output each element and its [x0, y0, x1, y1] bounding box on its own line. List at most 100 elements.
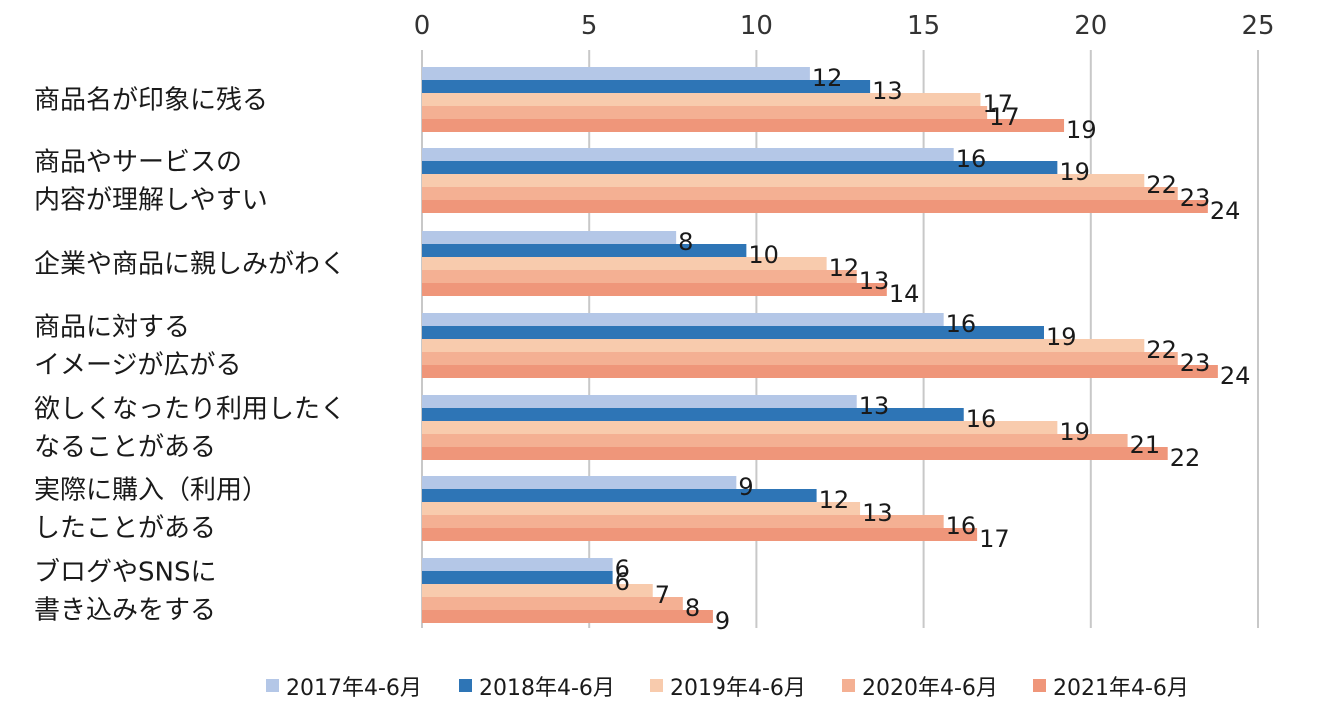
data-label: 14 — [889, 280, 920, 308]
data-label: 23 — [1180, 349, 1211, 377]
data-label: 13 — [862, 499, 893, 527]
legend-label: 2018年4-6月 — [479, 676, 615, 701]
bar — [422, 80, 871, 93]
bar — [422, 244, 747, 257]
bar — [422, 161, 1058, 174]
bar — [422, 489, 817, 502]
bar — [422, 200, 1208, 213]
x-tick-label: 15 — [907, 11, 940, 41]
legend: 2017年4-6月 2018年4-6月 2019年4-6月 2020年4-6月 2021… — [266, 676, 1189, 701]
bar — [422, 257, 827, 270]
data-label: 19 — [1046, 323, 1077, 351]
bar — [422, 148, 954, 161]
bar — [422, 313, 944, 326]
bar — [422, 447, 1168, 460]
bar — [422, 476, 737, 489]
data-label: 10 — [748, 241, 779, 269]
bar — [422, 270, 857, 283]
data-label: 19 — [1059, 418, 1090, 446]
bar — [422, 231, 677, 244]
data-label: 7 — [655, 581, 670, 609]
bar — [422, 395, 857, 408]
bar — [422, 174, 1145, 187]
category-label: イメージが広がる — [34, 351, 241, 381]
x-tick-label: 10 — [740, 11, 773, 41]
bar — [422, 106, 988, 119]
bar — [422, 434, 1128, 447]
category-label: したことがある — [34, 514, 216, 544]
bar — [422, 610, 713, 623]
data-label: 13 — [859, 267, 890, 295]
bar — [422, 421, 1058, 434]
data-label: 13 — [859, 392, 890, 420]
bar — [422, 408, 964, 421]
legend-label: 2021年4-6月 — [1053, 676, 1189, 701]
bar — [422, 352, 1178, 365]
data-label: 24 — [1220, 362, 1251, 390]
category-label: 実際に購入（利用） — [34, 476, 268, 506]
data-label: 9 — [738, 473, 753, 501]
legend-swatch — [650, 679, 663, 692]
data-label: 19 — [1066, 116, 1097, 144]
x-tick-label: 25 — [1241, 11, 1274, 41]
x-axis-ticks: 0 5 10 15 20 25 — [414, 11, 1275, 41]
data-label: 21 — [1130, 431, 1161, 459]
bars — [422, 67, 1218, 623]
data-label: 8 — [678, 228, 693, 256]
bar — [422, 502, 861, 515]
data-label: 12 — [829, 254, 860, 282]
data-label: 16 — [956, 145, 987, 173]
data-label: 19 — [1059, 158, 1090, 186]
category-labels: 商品名が印象に残る商品やサービスの内容が理解しやすい企業や商品に親しみがわく商品… — [34, 86, 346, 626]
bar — [422, 597, 683, 610]
data-label: 17 — [989, 103, 1020, 131]
data-label: 17 — [979, 525, 1010, 553]
data-label: 23 — [1180, 184, 1211, 212]
data-label: 22 — [1146, 171, 1177, 199]
data-label: 16 — [946, 310, 977, 338]
x-tick-label: 20 — [1074, 11, 1107, 41]
legend-label: 2020年4-6月 — [862, 676, 998, 701]
legend-label: 2017年4-6月 — [286, 676, 422, 701]
category-label: ブログやSNSに — [34, 558, 216, 588]
legend-swatch — [459, 679, 472, 692]
category-label: 企業や商品に親しみがわく — [34, 250, 346, 280]
bar — [422, 558, 613, 571]
x-tick-label: 0 — [414, 11, 431, 41]
data-label: 6 — [615, 568, 630, 596]
data-label: 22 — [1146, 336, 1177, 364]
x-tick-label: 5 — [581, 11, 598, 41]
legend-swatch — [842, 679, 855, 692]
bar — [422, 67, 810, 80]
bar — [422, 119, 1065, 132]
category-label: なることがある — [34, 433, 216, 463]
category-label: 商品やサービスの — [34, 148, 242, 178]
category-label: 書き込みをする — [34, 596, 216, 626]
data-label: 9 — [715, 607, 730, 635]
data-label: 12 — [819, 486, 850, 514]
data-label: 13 — [872, 77, 903, 105]
category-label: 商品名が印象に残る — [34, 86, 268, 116]
bar — [422, 528, 978, 541]
data-label: 8 — [685, 594, 700, 622]
data-label: 22 — [1170, 444, 1201, 472]
legend-label: 2019年4-6月 — [670, 676, 806, 701]
data-label: 6 — [615, 555, 630, 583]
category-label: 内容が理解しやすい — [34, 186, 268, 216]
bar — [422, 283, 887, 296]
data-label: 16 — [966, 405, 997, 433]
data-label: 24 — [1210, 197, 1241, 225]
bar — [422, 339, 1145, 352]
bar — [422, 584, 653, 597]
data-label: 16 — [946, 512, 977, 540]
category-label: 欲しくなったり利用したく — [34, 395, 346, 425]
legend-swatch — [266, 679, 279, 692]
bar — [422, 365, 1218, 378]
data-label: 12 — [812, 64, 843, 92]
bar — [422, 187, 1178, 200]
data-label: 17 — [982, 90, 1013, 118]
bar — [422, 571, 613, 584]
bar — [422, 515, 944, 528]
category-label: 商品に対する — [34, 313, 190, 343]
